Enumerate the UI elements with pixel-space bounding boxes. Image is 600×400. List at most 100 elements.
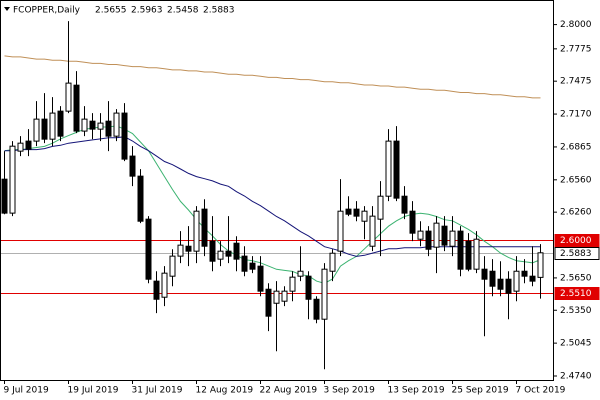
candle-body [105, 120, 112, 137]
candle-body [465, 240, 472, 270]
x-tick-label: 7 Oct 2019 [516, 386, 566, 396]
candle-body [313, 298, 320, 320]
candle-body [217, 250, 224, 260]
candle-body [153, 280, 160, 300]
x-tick-label: 3 Sep 2019 [324, 386, 376, 396]
plot-frame [0, 0, 554, 381]
candle-body [169, 255, 176, 277]
candle-body [353, 208, 360, 217]
candle-body [177, 244, 184, 257]
close-value: 2.5883 [203, 6, 235, 16]
candle-body [297, 270, 304, 277]
header: FCOPPER,Daily 2.5655 2.5963 2.5458 2.588… [13, 6, 235, 16]
candle-body [401, 195, 408, 214]
candle-body [49, 112, 56, 140]
candle-body [25, 140, 32, 150]
candle-body [521, 270, 528, 277]
candle-body [449, 230, 456, 247]
y-tick-label: 2.4740 [560, 372, 592, 382]
candle-body [265, 288, 272, 317]
candle-body [473, 238, 480, 270]
open-value: 2.5655 [95, 6, 127, 16]
y-tick-label: 2.5045 [560, 339, 592, 349]
candle-body [209, 240, 216, 262]
candle-body [137, 175, 144, 222]
candle-body [1, 178, 8, 214]
x-tick-label: 9 Jul 2019 [4, 386, 49, 396]
y-tick-label: 2.7775 [560, 44, 592, 54]
y-tick-label: 2.7170 [560, 110, 592, 120]
candle-body [361, 210, 368, 222]
x-tick-label: 31 Jul 2019 [132, 386, 183, 396]
candle-body [505, 278, 512, 294]
candle-body [513, 270, 520, 292]
candle-body [73, 84, 80, 132]
candle-body [145, 218, 152, 280]
candle-body [369, 215, 376, 247]
candle-body [161, 272, 168, 298]
candle-body [425, 230, 432, 250]
candle-body [33, 118, 40, 142]
candle-body [289, 276, 296, 292]
candle-body [97, 122, 104, 130]
candle-body [121, 112, 128, 160]
y-tick-label: 2.5350 [560, 306, 592, 316]
candle-body [537, 252, 544, 278]
candle-body [193, 210, 200, 252]
symbol-icon [4, 7, 10, 11]
price-label-box [554, 234, 600, 247]
candle-body [113, 112, 120, 137]
candle-body [345, 208, 352, 215]
price-label: 2.6000 [560, 236, 592, 246]
y-tick-label: 2.6865 [560, 142, 592, 152]
x-tick-label: 12 Aug 2019 [196, 386, 254, 396]
candle-body [81, 118, 88, 132]
candle-body [241, 255, 248, 272]
y-tick-label: 2.7475 [560, 77, 592, 87]
candle-body [65, 82, 72, 112]
x-tick-label: 25 Sep 2019 [452, 386, 509, 396]
high-value: 2.5963 [131, 6, 163, 16]
candle-body [9, 145, 16, 214]
candle-body [273, 290, 280, 304]
candle-body [489, 270, 496, 287]
moving-average-line [4, 55, 541, 99]
candle-body [41, 118, 48, 140]
y-tick-label: 2.6560 [560, 175, 592, 185]
candle-body [321, 268, 328, 320]
candle-body [441, 225, 448, 246]
candle-body [393, 140, 400, 199]
candle-body [417, 230, 424, 240]
candle-body [457, 230, 464, 270]
candle-body [497, 278, 504, 290]
y-tick-label: 2.5650 [560, 273, 592, 283]
candle-body [17, 142, 24, 152]
candle-body [201, 208, 208, 247]
candle-body [481, 268, 488, 280]
candle-body [225, 250, 232, 257]
candle-body [385, 140, 392, 197]
candle-body [185, 245, 192, 252]
candle-body [257, 265, 264, 292]
candle-body [129, 155, 136, 177]
candle-body [377, 195, 384, 220]
x-tick-label: 22 Aug 2019 [260, 386, 318, 396]
candle-body [337, 210, 344, 252]
y-tick-label: 2.8000 [560, 20, 592, 30]
price-label: 2.5883 [560, 249, 592, 259]
candle-body [249, 262, 256, 270]
candle-body [305, 275, 312, 300]
low-value: 2.5458 [167, 6, 199, 16]
x-tick-label: 13 Sep 2019 [388, 386, 445, 396]
candle-body [409, 210, 416, 234]
candle-body [329, 252, 336, 272]
x-tick-label: 19 Jul 2019 [68, 386, 119, 396]
chart-title: FCOPPER,Daily [13, 6, 81, 16]
price-label-box [554, 247, 600, 260]
candle-body [57, 110, 64, 137]
candle-body [433, 222, 440, 248]
candle-body [281, 290, 288, 302]
candle-body [529, 275, 536, 282]
